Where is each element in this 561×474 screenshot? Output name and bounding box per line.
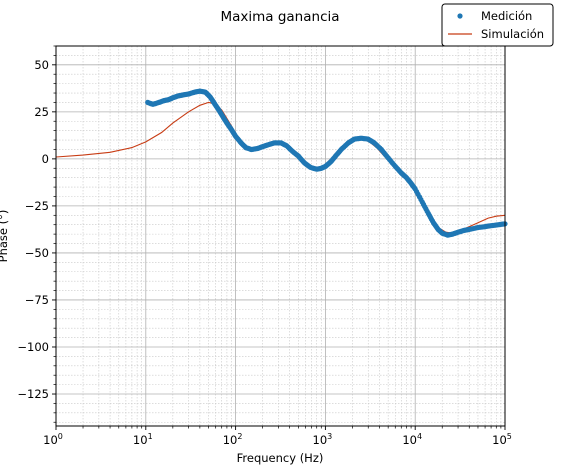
legend-marker-medicion — [457, 13, 463, 19]
y-tick-label: 25 — [34, 105, 49, 119]
x-axis-label: Frequency (Hz) — [237, 451, 324, 465]
x-tick-exponent: 3 — [327, 432, 332, 441]
y-tick-label: −25 — [25, 199, 49, 213]
x-tick-label: 101 — [133, 432, 153, 447]
x-tick-label: 102 — [223, 432, 243, 447]
x-tick-label: 105 — [492, 432, 512, 447]
legend: Medición Simulación — [441, 3, 554, 47]
x-tick-exponent: 1 — [148, 432, 153, 441]
grid — [55, 45, 506, 426]
chart-title: Maxima ganancia — [220, 9, 339, 25]
y-tick-label: −75 — [25, 293, 49, 307]
legend-label-simulacion: Simulación — [481, 27, 544, 41]
legend-box — [441, 3, 554, 47]
y-tick-label: 0 — [42, 152, 49, 166]
y-tick-label: −125 — [17, 387, 49, 401]
x-tick-label: 103 — [313, 432, 333, 447]
x-tick-label: 100 — [43, 432, 63, 447]
plot-area — [55, 88, 508, 238]
series-line-simulacion — [55, 101, 506, 234]
x-tick-label: 104 — [402, 432, 422, 447]
x-tick-exponent: 4 — [417, 432, 422, 441]
legend-label-medicion: Medición — [481, 9, 532, 23]
x-tick-exponent: 5 — [507, 432, 512, 441]
axes-frame — [55, 45, 506, 427]
y-axis-label: Phase (°) — [0, 210, 10, 263]
y-tick-label: −50 — [25, 246, 49, 260]
y-tick-label: 50 — [34, 58, 49, 72]
x-tick-exponent: 0 — [58, 432, 63, 441]
x-tick-exponent: 2 — [237, 432, 242, 441]
y-tick-label: −100 — [17, 340, 49, 354]
